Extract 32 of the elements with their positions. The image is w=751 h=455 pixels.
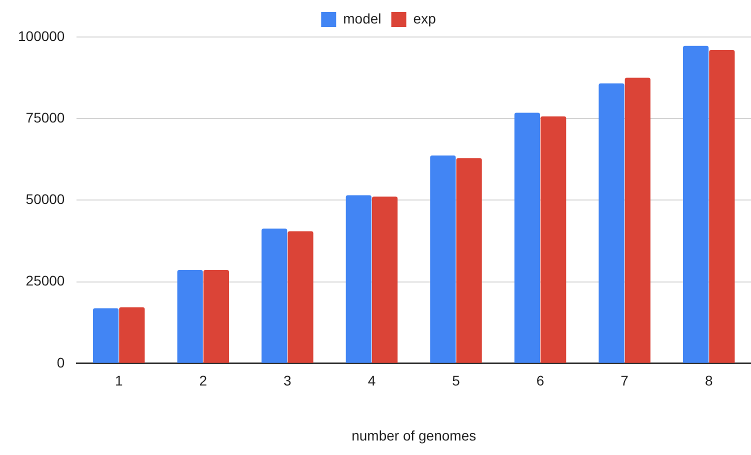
y-tick-label: 75000 [26,109,65,126]
bar [372,196,398,363]
x-tick-label: 1 [114,372,123,389]
bar [288,231,314,363]
bar [598,83,624,363]
bar [262,228,288,363]
bar [456,158,482,363]
bar [346,195,372,363]
legend-label: exp [413,10,436,26]
y-tick-label: 50000 [26,191,65,208]
bar [709,50,735,363]
y-tick-label: 0 [56,354,65,370]
bar [624,78,650,363]
bar [92,308,119,363]
x-tick-label: 2 [199,372,208,389]
x-tick-label: 7 [620,372,629,389]
x-axis-title: number of genomes [352,427,476,444]
bar [177,270,203,363]
bar [540,116,566,363]
x-tick-label: 5 [452,372,460,389]
bar [203,270,230,363]
y-tick-label: 25000 [26,272,65,289]
bar [430,155,456,363]
x-tick-label: 3 [284,372,292,389]
bar [514,112,540,363]
bar [119,307,145,363]
x-tick-label: 6 [536,372,544,389]
x-tick-label: 4 [368,372,376,389]
bar [682,46,709,363]
y-tick-label: 100000 [18,28,65,44]
x-tick-label: 8 [704,372,713,389]
legend-label: model [343,10,382,26]
